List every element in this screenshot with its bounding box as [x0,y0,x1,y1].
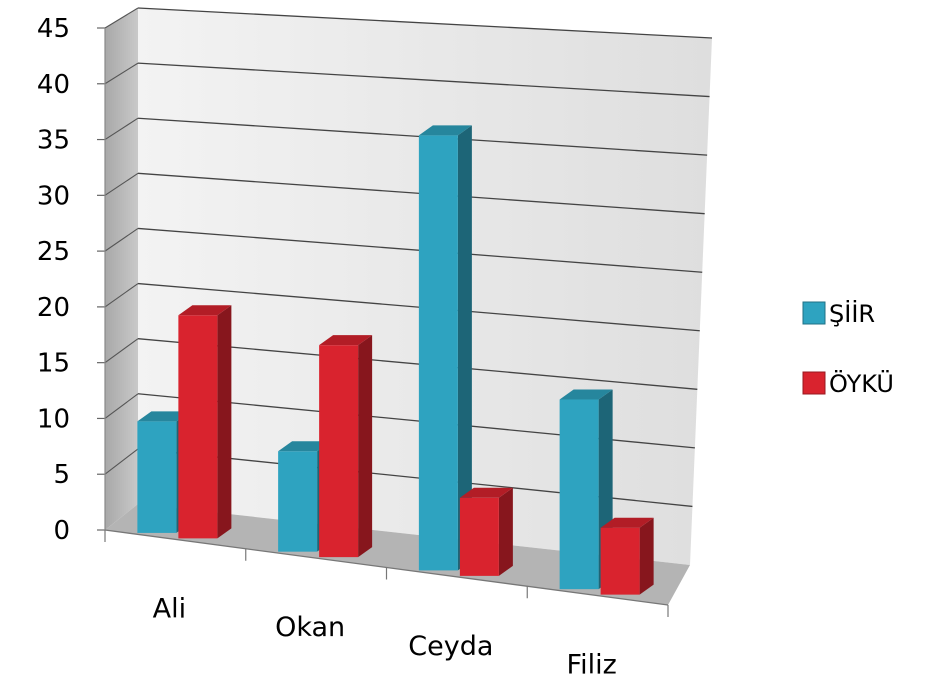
x-tick-label: Ali [153,593,186,624]
bar-front [137,421,177,533]
bar-top [319,335,373,346]
x-tick-label: Ceyda [408,631,493,662]
bar-top [137,411,191,422]
bar-front [278,451,318,552]
bar-ceyda-oyku [459,487,513,576]
bar-top [559,389,613,400]
bars [137,125,654,595]
bar-top [178,305,232,316]
bar-top [600,517,654,528]
y-tick-label: 25 [37,237,70,267]
side-wall [105,8,138,530]
bar-front [459,497,499,576]
y-axis-ticks: 0 5 10 15 20 25 30 35 40 45 [37,14,106,546]
gridline-side [104,7,139,29]
legend-item: ŞİİR [802,299,875,328]
y-tick-label: 15 [37,349,70,379]
gridline-side [104,448,139,475]
legend-swatch [802,301,826,325]
gridline [137,62,710,98]
bar-front [418,135,458,571]
legend: ŞİİR ÖYKÜ [802,299,894,398]
bar-ceyda-siir [418,125,472,571]
y-tick-label: 45 [37,14,70,44]
bar-okan-oyku [319,335,373,558]
y-tick-label: 40 [37,70,70,100]
bar-front [319,345,359,558]
y-tick-label: 5 [53,460,70,490]
gridline [137,7,713,39]
gridline-side [104,172,139,196]
bar-front [600,527,640,595]
y-tick-label: 10 [37,404,70,434]
bar-front [178,315,218,539]
y-tick-label: 20 [37,293,70,323]
bar-side [457,125,472,571]
bar-side [217,305,232,539]
gridline-side [104,62,139,85]
x-tick-label: Okan [275,612,345,643]
gridline-side [104,283,139,308]
y-tick-label: 35 [37,126,70,156]
bar-top [278,441,332,452]
bar-top [459,487,513,498]
bar-side [358,335,373,558]
y-tick-label: 0 [53,516,70,546]
legend-swatch [802,371,826,395]
legend-label: ÖYKÜ [829,369,894,398]
bar-side [639,517,654,595]
bar-ali-oyku [178,305,232,539]
gridline-side [104,227,139,252]
gridline-side [104,117,139,141]
legend-item: ÖYKÜ [802,369,894,398]
bar-side [498,487,513,576]
bar-filiz-oyku [600,517,654,595]
floor [105,504,690,605]
gridline-side [104,338,139,364]
legend-label: ŞİİR [829,299,875,328]
y-tick-label: 30 [37,181,70,211]
x-tick-label: Filiz [567,650,617,681]
bar-top [418,125,472,136]
bar-front [559,399,599,590]
gridline-side [104,393,139,419]
x-axis: Ali Okan Ceyda Filiz [104,529,669,681]
